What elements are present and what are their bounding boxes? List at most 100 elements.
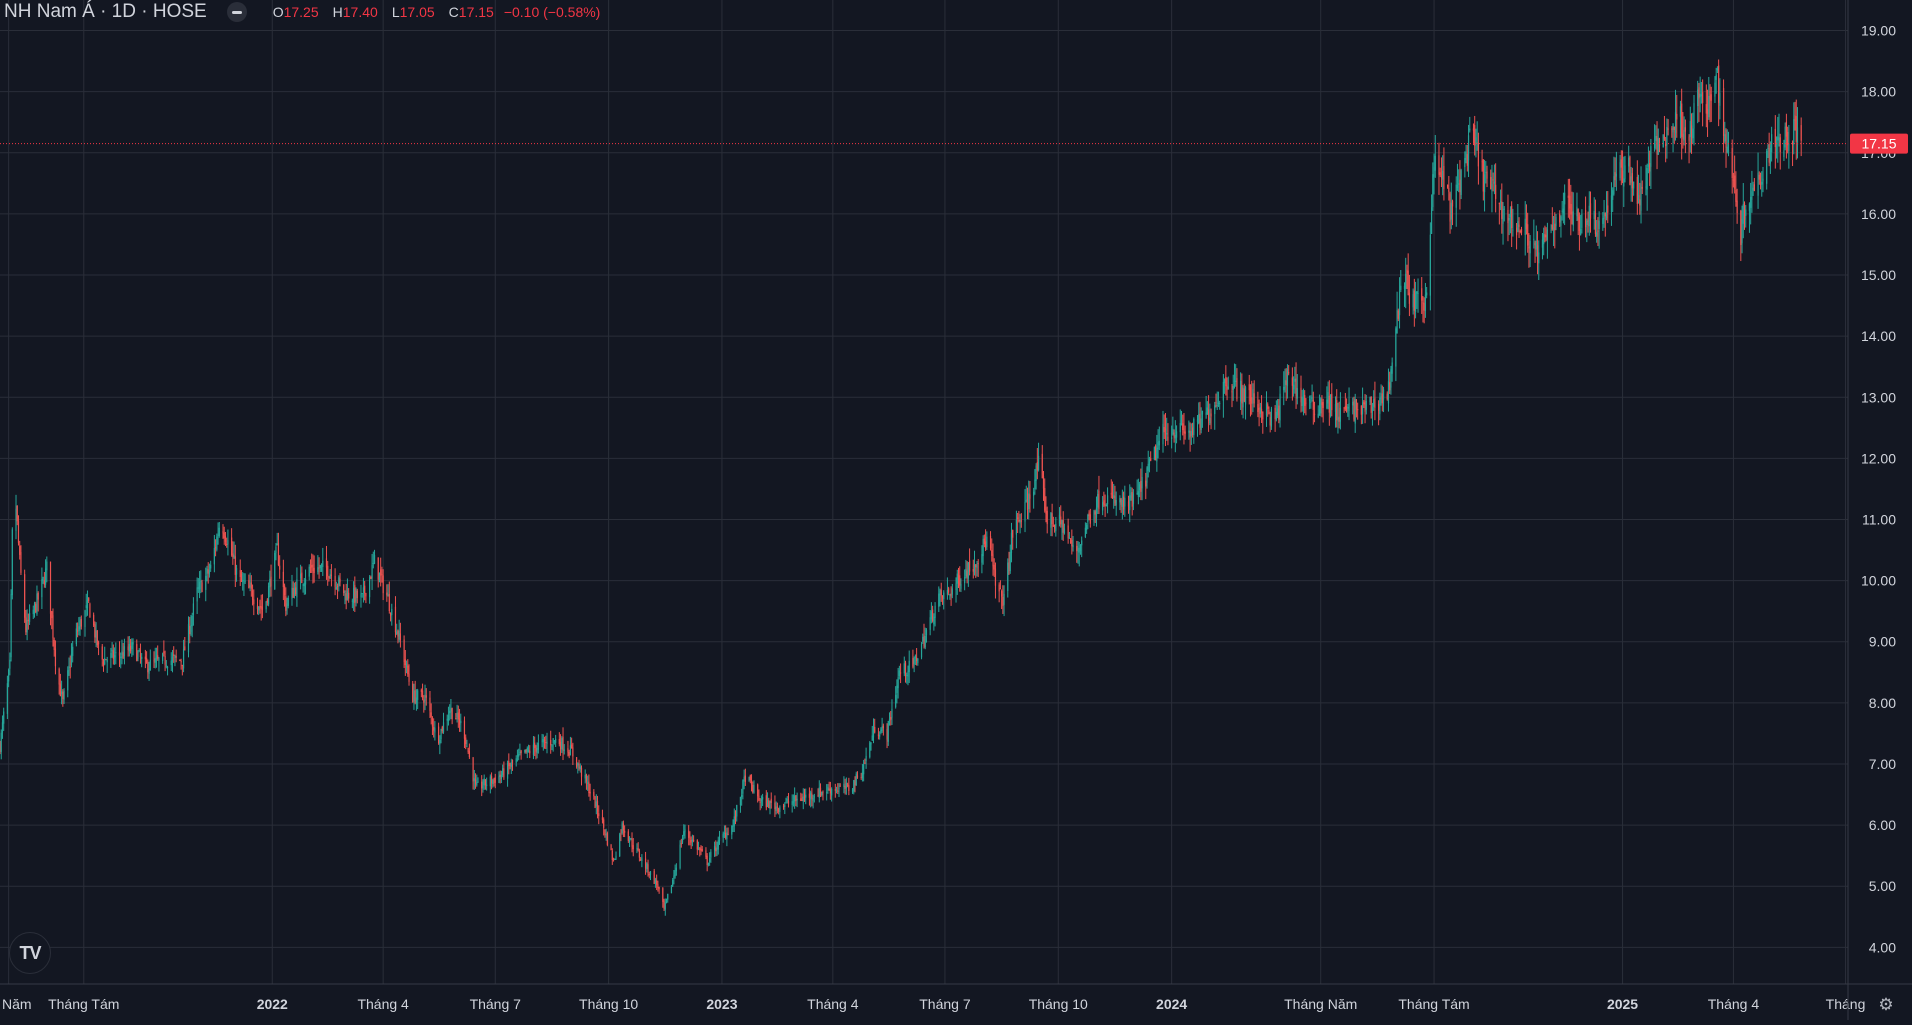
candle (551, 744, 553, 751)
candle (1481, 149, 1483, 172)
open-label: O (272, 4, 284, 20)
candle (43, 572, 45, 588)
candle (1571, 191, 1573, 225)
candle (1586, 218, 1588, 243)
candle (1015, 510, 1017, 549)
candle (794, 787, 796, 809)
candle (1373, 390, 1375, 411)
candle (787, 792, 790, 808)
candle (1379, 392, 1381, 421)
candle (1007, 558, 1009, 598)
candle (1148, 456, 1151, 473)
candle (1541, 232, 1544, 260)
candle (778, 807, 780, 815)
candle (1777, 116, 1779, 163)
candle (976, 561, 978, 577)
candle (33, 601, 36, 618)
candle (1226, 377, 1228, 401)
candle (1593, 197, 1595, 230)
candle (276, 532, 278, 546)
hide-series-icon[interactable] (226, 2, 247, 22)
candle (320, 563, 323, 572)
candle (1432, 162, 1434, 211)
candle (339, 573, 341, 587)
candle (224, 531, 227, 547)
high-label: H (332, 4, 343, 20)
candle (1417, 278, 1419, 313)
candle (1251, 380, 1253, 415)
candle (552, 738, 554, 752)
candle (456, 704, 458, 723)
candle (546, 732, 548, 754)
candle (1180, 410, 1183, 426)
candle (364, 580, 366, 601)
candle (1564, 184, 1566, 226)
candle (1132, 489, 1135, 511)
candle (1114, 485, 1116, 506)
candle (1355, 399, 1358, 418)
candle (1705, 84, 1707, 128)
candle (174, 654, 176, 667)
candle (259, 599, 261, 614)
candle (906, 672, 908, 684)
candle (998, 582, 1000, 603)
candles (0, 59, 1802, 916)
candle (269, 570, 271, 598)
candle (1538, 240, 1540, 281)
candle (779, 805, 781, 819)
settings-gear-icon[interactable]: ⚙ (1878, 995, 1894, 1014)
candle (636, 843, 638, 854)
candle (190, 614, 192, 636)
candle (983, 534, 985, 548)
candle (77, 622, 79, 638)
candle (1236, 368, 1238, 402)
candle (1002, 585, 1004, 614)
candle (439, 735, 441, 755)
candle (684, 824, 686, 839)
candle (595, 794, 597, 815)
candle (1081, 536, 1083, 558)
candle (1398, 277, 1401, 329)
candle (1477, 132, 1479, 185)
candle (1719, 78, 1721, 120)
tradingview-logo-icon[interactable]: TV (9, 932, 51, 974)
candle (319, 564, 321, 572)
candle (397, 629, 399, 644)
candle (843, 776, 845, 794)
candle (1742, 183, 1744, 239)
y-tick-label: 7.00 (1869, 756, 1896, 772)
candle (982, 535, 984, 565)
candle (372, 551, 374, 569)
candle (1378, 400, 1380, 426)
candle (1735, 171, 1737, 207)
candle (256, 597, 259, 615)
candle (1328, 380, 1330, 426)
candle (1424, 282, 1427, 318)
candle (1657, 128, 1659, 155)
candle (1249, 384, 1252, 417)
candle (489, 774, 491, 794)
candle (1706, 89, 1709, 137)
candle (886, 723, 888, 749)
candle (1157, 429, 1159, 459)
candle (951, 583, 953, 599)
candle (1443, 147, 1445, 201)
candle (1413, 278, 1415, 327)
candle (481, 775, 483, 797)
candle (1390, 365, 1392, 395)
candle (977, 559, 979, 577)
last-price-badge[interactable] (1850, 133, 1908, 154)
candle (1215, 393, 1217, 408)
candle (1584, 196, 1587, 238)
candle (95, 622, 97, 648)
candle (97, 640, 100, 656)
candle (1783, 139, 1785, 161)
symbol-title[interactable]: NH Nam Á · 1D · HOSE (4, 1, 207, 22)
candle (282, 559, 284, 601)
candle (688, 825, 690, 846)
candle (1800, 117, 1802, 157)
candle (352, 581, 355, 611)
